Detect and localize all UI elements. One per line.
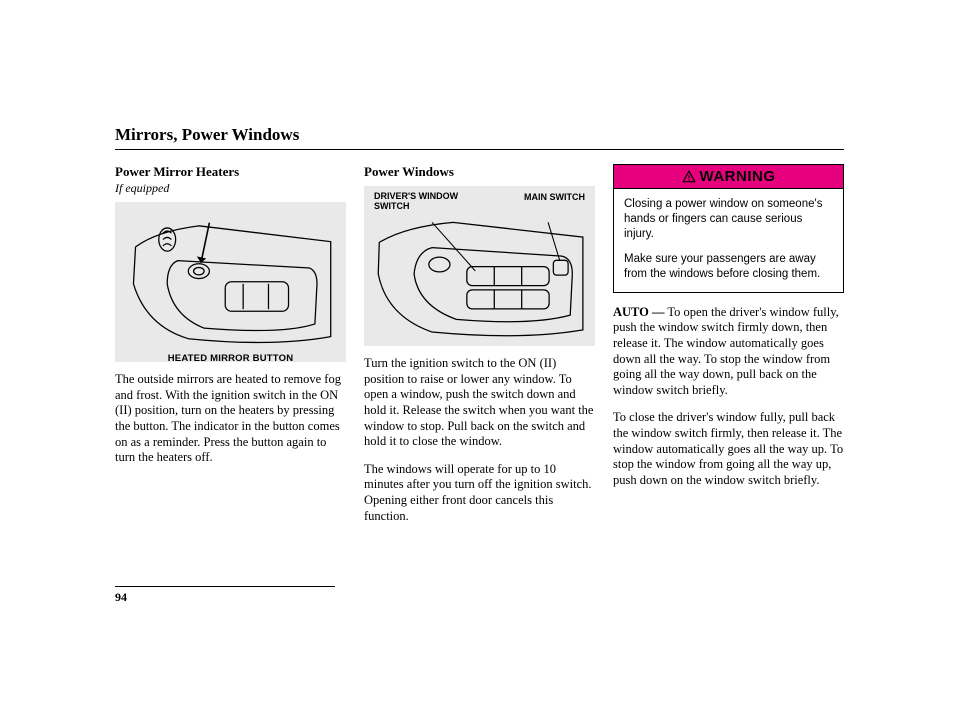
warning-p2: Make sure your passengers are away from … xyxy=(624,252,833,282)
col1-p1: The outside mirrors are heated to remove… xyxy=(115,372,346,466)
figure2-labels: DRIVER'S WINDOW SWITCH MAIN SWITCH xyxy=(374,192,585,212)
page-title: Mirrors, Power Windows xyxy=(115,125,844,145)
warning-title: WARNING xyxy=(700,168,776,185)
col2-p2: The windows will operate for up to 10 mi… xyxy=(364,462,595,525)
label-driver-switch: DRIVER'S WINDOW SWITCH xyxy=(374,192,464,212)
mirror-heater-illustration xyxy=(125,210,336,347)
power-windows-illustration xyxy=(374,216,585,337)
title-area: Mirrors, Power Windows xyxy=(115,125,844,150)
col2-heading: Power Windows xyxy=(364,164,595,180)
page-number: 94 xyxy=(115,586,335,605)
col1-sub: If equipped xyxy=(115,181,346,196)
figure1-caption: HEATED MIRROR BUTTON xyxy=(125,353,336,364)
warning-body: Closing a power window on someone's hand… xyxy=(614,189,843,292)
auto-label: AUTO — xyxy=(613,305,665,319)
warning-p1: Closing a power window on someone's hand… xyxy=(624,197,833,242)
column-1: Power Mirror Heaters If equipped xyxy=(115,164,346,536)
label-main-switch: MAIN SWITCH xyxy=(524,192,585,212)
col3-p1: AUTO — To open the driver's window fully… xyxy=(613,305,844,399)
warning-box: WARNING Closing a power window on someon… xyxy=(613,164,844,293)
warning-header: WARNING xyxy=(614,165,843,189)
figure-power-windows: DRIVER'S WINDOW SWITCH MAIN SWITCH xyxy=(364,186,595,346)
col3-p2: To close the driver's window fully, pull… xyxy=(613,410,844,488)
figure-mirror-heater: HEATED MIRROR BUTTON xyxy=(115,202,346,362)
column-2: Power Windows DRIVER'S WINDOW SWITCH MAI… xyxy=(364,164,595,536)
col1-heading: Power Mirror Heaters xyxy=(115,164,346,180)
warning-icon xyxy=(682,170,696,184)
manual-page: Mirrors, Power Windows Power Mirror Heat… xyxy=(0,0,954,710)
col2-p1: Turn the ignition switch to the ON (II) … xyxy=(364,356,595,450)
column-3: WARNING Closing a power window on someon… xyxy=(613,164,844,536)
content-columns: Power Mirror Heaters If equipped xyxy=(115,164,844,536)
